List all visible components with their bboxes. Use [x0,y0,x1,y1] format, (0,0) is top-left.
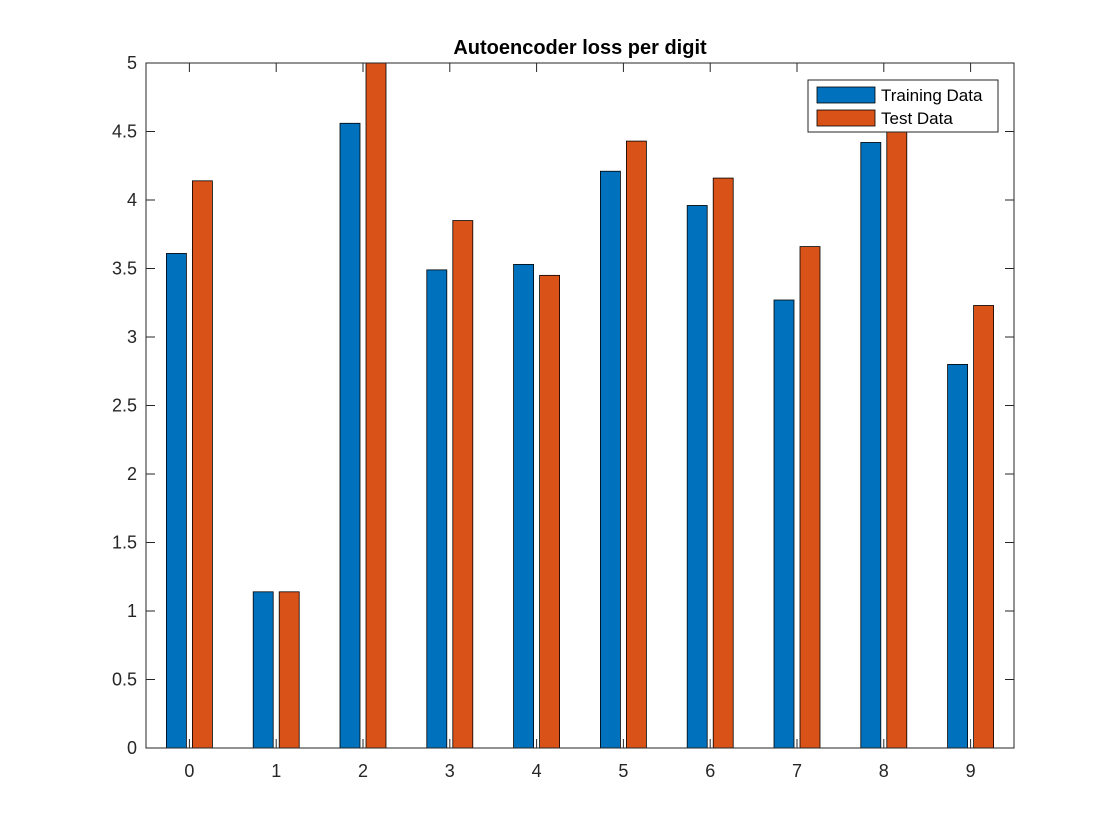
x-tick-label: 2 [358,761,368,781]
x-tick-label: 1 [271,761,281,781]
legend: Training Data Test Data [807,79,999,133]
bar-training-4 [513,263,534,749]
bar-test-5 [626,140,647,749]
bar-test-0 [191,180,213,749]
chart-title: Autoencoder loss per digit [453,37,707,59]
bar-training-9 [947,363,968,749]
bar-test-3 [452,220,474,749]
x-tick-label: 3 [445,761,455,781]
y-tick-label: 1 [127,601,137,621]
x-tick-label: 5 [618,761,628,781]
legend-swatch [816,86,876,104]
bar-training-8 [860,142,882,749]
bar-training-1 [252,591,274,749]
bar-training-7 [773,299,795,749]
bar-test-8 [886,124,908,749]
y-tick-label: 3 [127,327,137,347]
x-tick-label: 0 [184,761,194,781]
legend-label: Test Data [881,109,953,128]
plot-frame [145,62,1015,749]
bar-test-2 [365,62,387,749]
bar-test-1 [278,591,300,749]
y-tick-label: 4 [127,190,137,210]
bar-training-3 [426,269,448,749]
bars-group [165,62,994,749]
y-tick-label: 0 [127,738,137,758]
legend-swatch [816,109,876,127]
bar-training-2 [339,122,361,749]
x-tick-label: 4 [532,761,542,781]
bar-test-4 [539,274,560,749]
y-tick-label: 0.5 [112,670,137,690]
legend-label: Training Data [881,86,983,105]
bar-training-6 [686,205,708,749]
y-tick-label: 2.5 [112,396,137,416]
axis-ticks: 0 1 2 3 4 5 6 7 8 9 0 0.5 1 1.5 2 2.5 3 3.5 4 4.5 5 [112,53,1014,781]
y-tick-label: 5 [127,53,137,73]
bar-test-6 [712,177,734,749]
y-tick-label: 2 [127,464,137,484]
y-tick-label: 3.5 [112,259,137,279]
bar-training-0 [165,253,187,749]
y-tick-label: 1.5 [112,533,137,553]
bar-training-5 [600,170,621,749]
y-tick-label: 4.5 [112,122,137,142]
x-tick-label: 9 [966,761,976,781]
bar-test-9 [973,305,994,749]
bar-test-7 [799,246,821,749]
x-tick-label: 6 [705,761,715,781]
x-tick-label: 8 [879,761,889,781]
x-tick-label: 7 [792,761,802,781]
